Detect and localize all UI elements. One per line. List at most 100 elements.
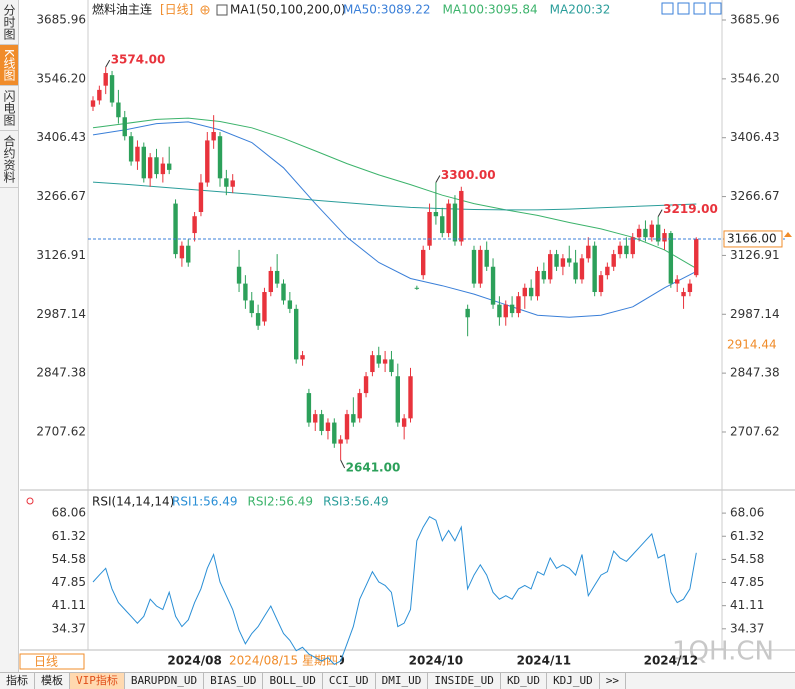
ma-line bbox=[92, 181, 697, 211]
y-tick-label: 3546.20 bbox=[730, 71, 780, 85]
candle-body bbox=[427, 212, 432, 246]
candle-body bbox=[109, 75, 115, 103]
tab[interactable]: DMI_UD bbox=[376, 673, 429, 689]
tab[interactable]: >> bbox=[600, 673, 627, 689]
y-tick-label: 2847.38 bbox=[36, 366, 86, 380]
candle-body bbox=[548, 254, 553, 280]
candle-body bbox=[573, 262, 578, 280]
candle-body bbox=[516, 296, 521, 314]
y-tick-label: 2847.38 bbox=[730, 366, 780, 380]
y-tick-label: 3266.67 bbox=[730, 189, 780, 203]
candle-body bbox=[122, 117, 127, 137]
watermark: 1QH.CN bbox=[672, 637, 774, 667]
tab[interactable]: BIAS_UD bbox=[204, 673, 264, 689]
candle-body bbox=[414, 287, 420, 289]
candle-body bbox=[687, 283, 693, 293]
y-tick-label: 2707.62 bbox=[36, 424, 86, 438]
tab[interactable]: 模板 bbox=[35, 673, 70, 689]
y-tick-label: 3126.91 bbox=[730, 248, 780, 262]
icon[interactable] bbox=[661, 2, 674, 15]
candle-body bbox=[478, 249, 483, 284]
candle-body bbox=[509, 304, 515, 314]
ma-line bbox=[92, 121, 697, 318]
y-tick-label: 2987.14 bbox=[730, 307, 780, 321]
candle-body bbox=[503, 304, 508, 318]
candle-body bbox=[668, 233, 674, 284]
period-button-label[interactable]: 日线 bbox=[34, 655, 58, 669]
tab[interactable]: VIP指标 bbox=[70, 673, 125, 689]
candle-body bbox=[363, 376, 369, 394]
candle-body bbox=[382, 359, 388, 364]
y-tick-label: 3406.43 bbox=[36, 130, 86, 144]
y-tick-label: 34.37 bbox=[730, 621, 764, 635]
candle-body bbox=[192, 216, 197, 234]
candle-body bbox=[255, 313, 261, 326]
y-tick-label: 3685.96 bbox=[730, 12, 780, 26]
settings-icon[interactable] bbox=[26, 497, 34, 505]
icon[interactable] bbox=[693, 2, 706, 15]
icon[interactable] bbox=[677, 2, 690, 15]
tab[interactable]: KD_UD bbox=[501, 673, 548, 689]
sidebar-tab[interactable]: K线图 bbox=[0, 45, 18, 86]
y-tick-label: 47.85 bbox=[52, 575, 86, 589]
candle-body bbox=[306, 393, 312, 423]
candle-body bbox=[433, 212, 439, 217]
candle-body bbox=[287, 300, 293, 309]
candle-body bbox=[243, 283, 248, 301]
candle-body bbox=[179, 245, 185, 259]
candle-body bbox=[154, 157, 159, 175]
cursor-date: 2024/08/15 星期四 bbox=[229, 654, 338, 668]
candle-body bbox=[116, 102, 121, 118]
candle-body bbox=[579, 258, 585, 280]
add-icon[interactable] bbox=[200, 5, 210, 15]
y-tick-label: 3685.96 bbox=[36, 12, 86, 26]
candle-body bbox=[357, 393, 362, 419]
candle-body bbox=[325, 422, 331, 431]
legend-entry: MA200:32 bbox=[550, 3, 611, 17]
icon[interactable] bbox=[709, 2, 722, 15]
candle-body bbox=[440, 216, 445, 234]
sidebar-tab[interactable]: 分时图 bbox=[0, 0, 18, 45]
candle-body bbox=[598, 275, 604, 293]
candle-body bbox=[592, 245, 597, 293]
candle-body bbox=[351, 414, 356, 423]
period-button[interactable] bbox=[19, 653, 85, 670]
tab[interactable]: INSIDE_UD bbox=[428, 673, 501, 689]
tab[interactable]: BARUPDN_UD bbox=[125, 673, 205, 689]
period[interactable]: [日线] bbox=[160, 3, 193, 17]
sidebar-tab[interactable]: 合约资料 bbox=[0, 131, 18, 188]
sidebar-tab[interactable]: 闪电图 bbox=[0, 86, 18, 131]
candle-body bbox=[389, 359, 394, 373]
tab[interactable]: BOLL_UD bbox=[263, 673, 323, 689]
candle-body bbox=[135, 146, 140, 162]
last-price-label: 3166.00 bbox=[727, 231, 777, 245]
y-tick-label: 41.11 bbox=[730, 598, 764, 612]
toolbar-icons bbox=[661, 2, 722, 15]
tab[interactable]: KDJ_UD bbox=[547, 673, 600, 689]
y-tick-label: 54.58 bbox=[730, 552, 764, 566]
tab[interactable]: 指标 bbox=[0, 673, 35, 689]
indicator-icon[interactable] bbox=[216, 4, 228, 16]
x-tick-label: 2024/08 bbox=[167, 654, 221, 668]
y-tick-label: 2707.62 bbox=[730, 424, 780, 438]
y-tick-label: 47.85 bbox=[730, 575, 764, 589]
candle-body bbox=[554, 254, 559, 267]
legend-entry: RSI1:56.49 bbox=[172, 495, 238, 509]
tab[interactable]: CCI_UD bbox=[323, 673, 376, 689]
candle-body bbox=[605, 266, 610, 276]
candle-body bbox=[421, 249, 426, 276]
candle-body bbox=[141, 146, 146, 179]
candle-body bbox=[401, 418, 407, 427]
candle-body bbox=[636, 228, 642, 238]
candle-body bbox=[332, 422, 337, 444]
candle-body bbox=[167, 163, 172, 170]
ma-line bbox=[92, 117, 697, 269]
annotation-leader bbox=[105, 59, 111, 68]
candle-body bbox=[586, 245, 591, 259]
candle-body bbox=[344, 414, 350, 440]
candle-body bbox=[376, 355, 381, 364]
candle-body bbox=[694, 238, 699, 276]
y-tick-label: 61.32 bbox=[52, 529, 86, 543]
candle-body bbox=[224, 178, 229, 187]
